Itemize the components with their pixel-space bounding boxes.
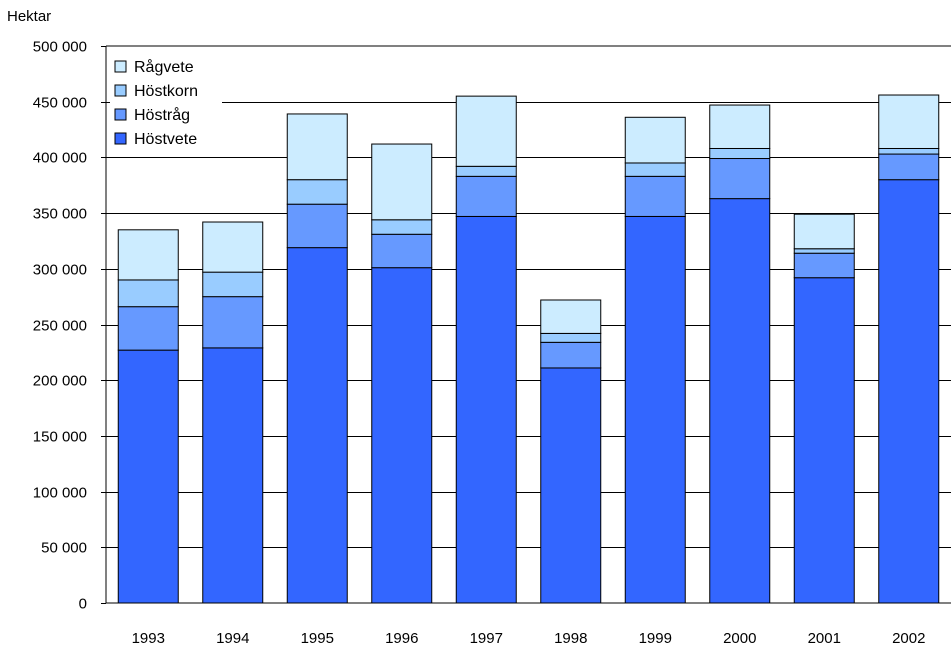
y-tick-labels: 0 50 000 100 000 150 000 200 000 250 000 300 0… xyxy=(33,39,87,613)
legend: Rågvete Höstkorn Höstråg Höstvete xyxy=(110,53,222,151)
y-tick-label: 0 xyxy=(79,596,87,613)
bar-segment-höstkorn-1999 xyxy=(624,162,686,177)
bar-segment-höstvete-1994 xyxy=(202,347,264,604)
x-tick-label: 1996 xyxy=(385,630,418,647)
bar-segment-rågvete-1997 xyxy=(455,95,517,167)
y-tick-label: 300 000 xyxy=(33,262,87,279)
x-tick-label: 1994 xyxy=(216,630,249,647)
bar-segment-höstråg-1997 xyxy=(455,175,517,217)
y-tick-label: 100 000 xyxy=(33,485,87,502)
bar-segment-rågvete-2001 xyxy=(793,213,855,250)
y-tick-label: 150 000 xyxy=(33,429,87,446)
bar-segment-höstvete-1998 xyxy=(540,367,602,604)
axes xyxy=(105,45,951,604)
x-tick-label: 2001 xyxy=(808,630,841,647)
legend-swatch-höstvete xyxy=(114,132,127,145)
bar-segment-höstvete-1999 xyxy=(624,215,686,604)
legend-swatch-rågvete xyxy=(114,60,127,73)
bar-segment-höstråg-2002 xyxy=(878,153,940,181)
legend-label-höstråg: Höstråg xyxy=(134,106,190,124)
bar-segment-höstkorn-1993 xyxy=(117,279,179,308)
y-tick-label: 500 000 xyxy=(33,39,87,56)
x-tick-label: 1999 xyxy=(639,630,672,647)
bar-segment-höstråg-1996 xyxy=(371,233,433,269)
bar-segment-rågvete-2000 xyxy=(709,104,771,149)
x-tick-label: 1997 xyxy=(470,630,503,647)
bar-segment-höstråg-1998 xyxy=(540,341,602,369)
legend-background xyxy=(110,53,222,151)
bar-segment-rågvete-1994 xyxy=(202,221,264,273)
y-axis-unit-label: Hektar xyxy=(7,8,51,25)
legend-swatch-höstkorn xyxy=(114,84,127,97)
y-tick-label: 200 000 xyxy=(33,373,87,390)
x-tick-label: 1998 xyxy=(554,630,587,647)
bar-segment-rågvete-1996 xyxy=(371,143,433,221)
y-tick-label: 50 000 xyxy=(41,540,87,557)
bar-segment-höstkorn-1998 xyxy=(540,332,602,343)
bar-segment-rågvete-1999 xyxy=(624,116,686,164)
bar-segment-höstråg-2001 xyxy=(793,252,855,279)
bar-segment-rågvete-1993 xyxy=(117,229,179,281)
bar-segment-höstkorn-1997 xyxy=(455,165,517,177)
bar-segment-höstvete-1993 xyxy=(117,349,179,604)
bar-segment-höstvete-1995 xyxy=(286,247,348,604)
bar-segment-höstråg-1994 xyxy=(202,296,264,349)
y-tick-label: 250 000 xyxy=(33,318,87,335)
bar-segment-rågvete-2002 xyxy=(878,94,940,149)
bar-segment-höstvete-2000 xyxy=(709,198,771,604)
y-tick-label: 350 000 xyxy=(33,206,87,223)
x-tick-labels: 1993 1994 1995 1996 1997 1998 1999 2000 2001 2002 xyxy=(132,630,926,647)
bar-segment-höstkorn-1995 xyxy=(286,179,348,205)
bar-segment-rågvete-1998 xyxy=(540,299,602,334)
legend-swatch-höstråg xyxy=(114,108,127,121)
bar-segment-höstråg-1993 xyxy=(117,306,179,351)
bars xyxy=(117,94,940,604)
bar-segment-höstvete-2001 xyxy=(793,277,855,604)
legend-label-rågvete: Rågvete xyxy=(134,58,194,76)
legend-label-höstvete: Höstvete xyxy=(134,131,197,148)
bar-segment-höstvete-1997 xyxy=(455,215,517,604)
legend-label-höstkorn: Höstkorn xyxy=(134,83,198,100)
bar-segment-höstråg-1999 xyxy=(624,175,686,217)
bar-segment-höstkorn-2001 xyxy=(793,248,855,254)
x-tick-label: 1993 xyxy=(132,630,165,647)
bar-segment-höstkorn-1994 xyxy=(202,271,264,298)
y-tick-label: 450 000 xyxy=(33,95,87,112)
bar-segment-höstkorn-2002 xyxy=(878,147,940,155)
bar-segment-höstråg-2000 xyxy=(709,158,771,200)
bar-segment-höstkorn-2000 xyxy=(709,147,771,160)
x-tick-label: 2000 xyxy=(723,630,756,647)
bar-segment-rågvete-1995 xyxy=(286,113,348,181)
bar-segment-höstvete-1996 xyxy=(371,267,433,604)
bar-segment-höstvete-2002 xyxy=(878,179,940,604)
bar-segment-höstkorn-1996 xyxy=(371,219,433,235)
x-tick-label: 1995 xyxy=(301,630,334,647)
y-tick-label: 400 000 xyxy=(33,150,87,167)
bar-segment-höstråg-1995 xyxy=(286,203,348,249)
x-tick-label: 2002 xyxy=(892,630,925,647)
